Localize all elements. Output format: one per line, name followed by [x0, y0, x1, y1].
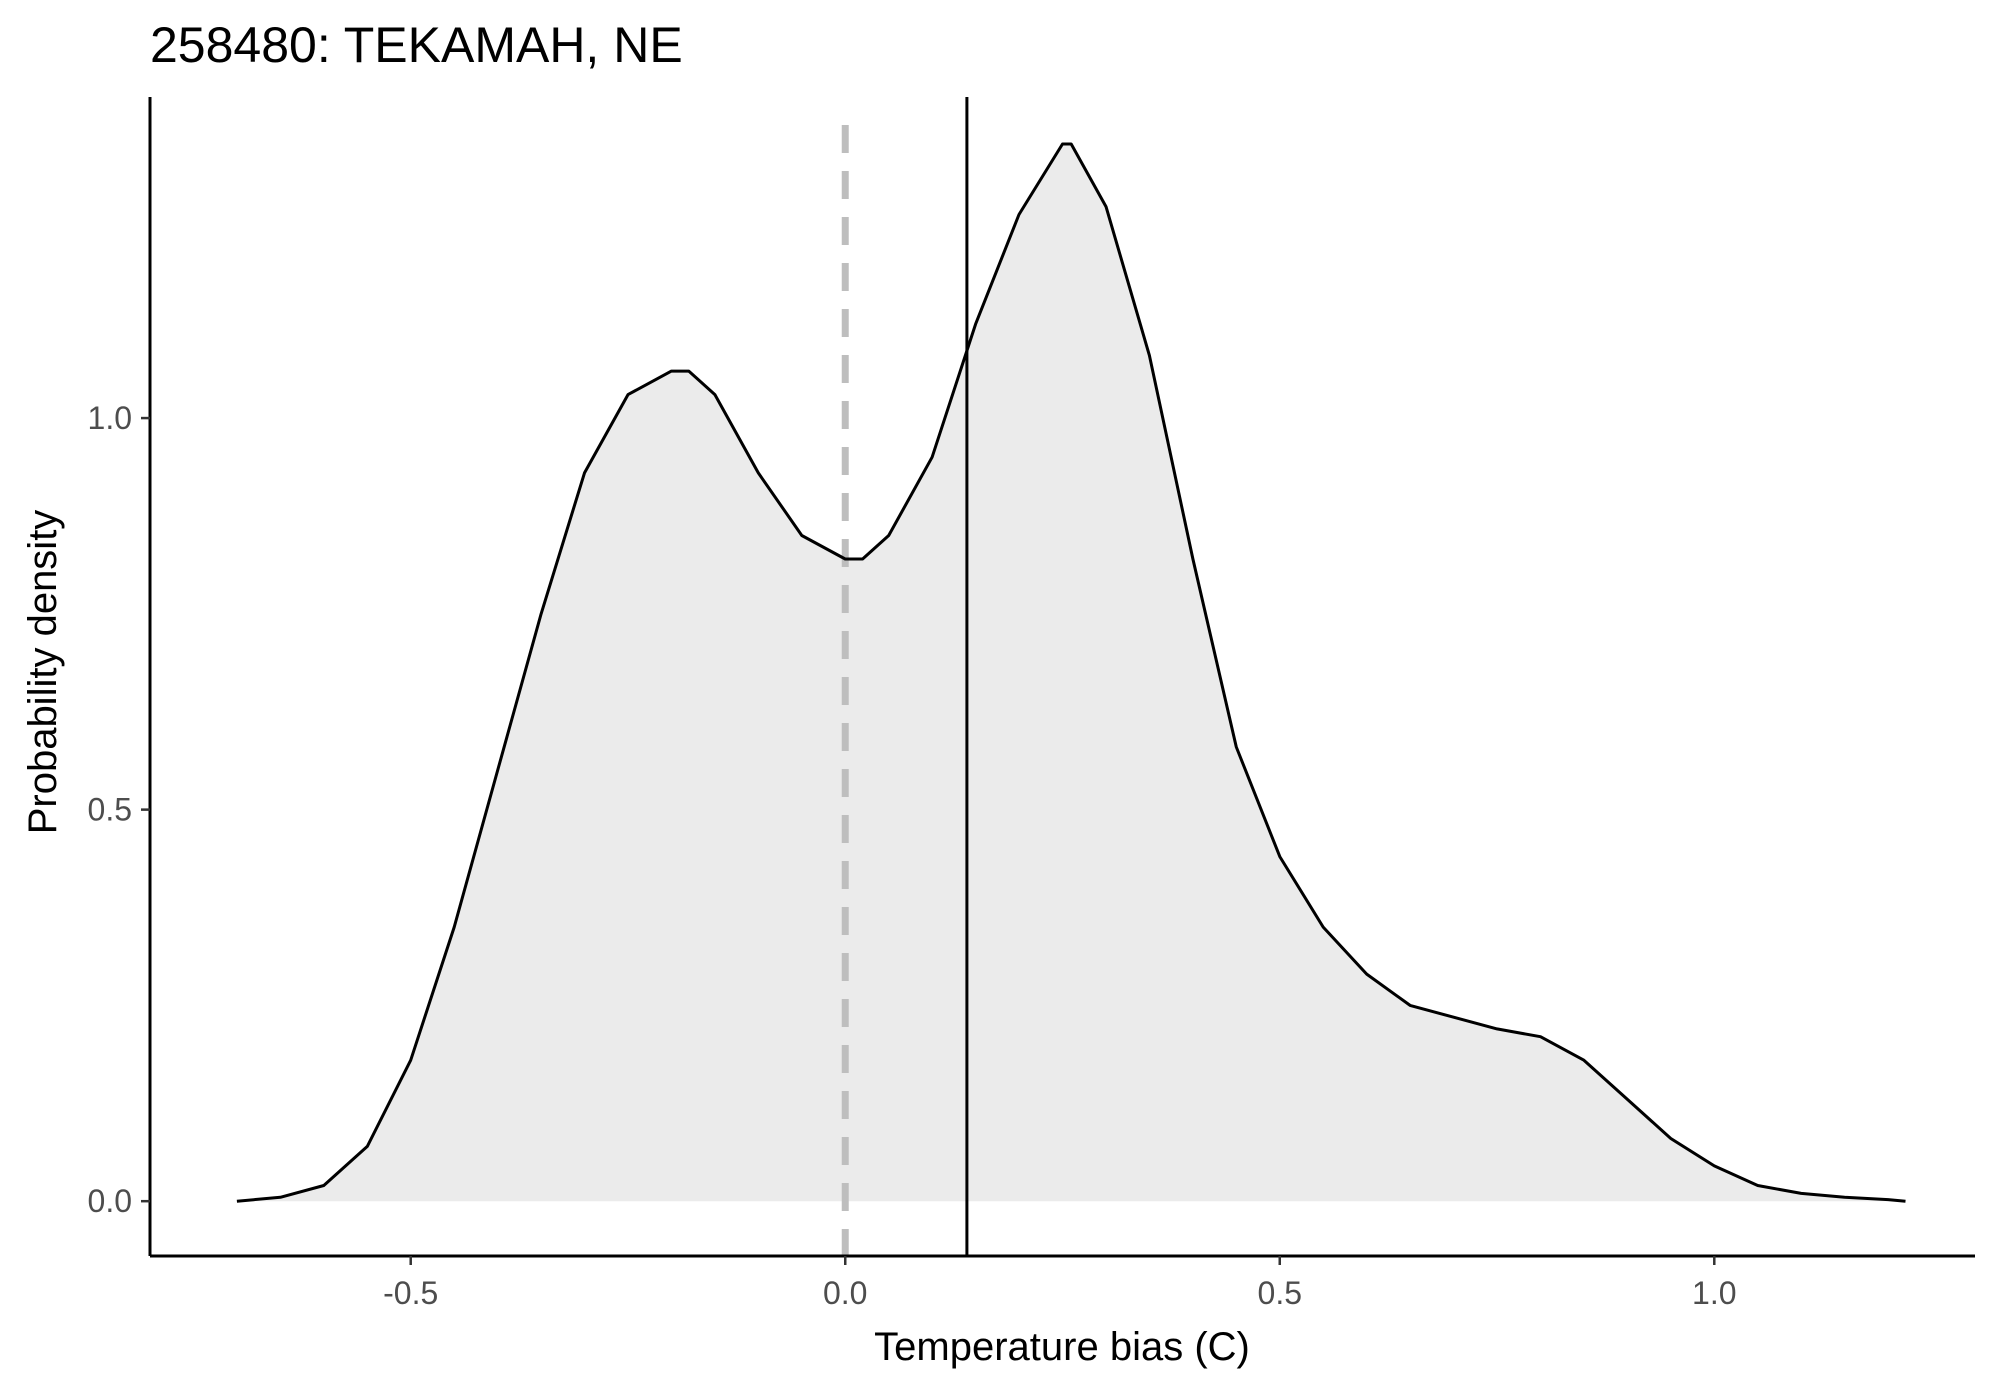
- y-tick-label: 0.0: [88, 1183, 132, 1219]
- density-area-fill: [236, 144, 1906, 1202]
- y-axis-ticks: 0.0 0.5 1.0: [88, 400, 150, 1219]
- y-tick-label: 0.5: [88, 792, 132, 828]
- x-tick-label: -0.5: [383, 1275, 438, 1311]
- x-axis-ticks: -0.5 0.0 0.5 1.0: [383, 1256, 1737, 1311]
- x-tick-label: 0.5: [1258, 1275, 1302, 1311]
- y-axis-title: Probability density: [21, 510, 65, 835]
- x-tick-label: 1.0: [1692, 1275, 1736, 1311]
- chart-title: 258480: TEKAMAH, NE: [150, 17, 683, 73]
- y-tick-label: 1.0: [88, 400, 132, 436]
- plot-area: [236, 97, 1906, 1256]
- density-curve: [236, 142, 1906, 1203]
- x-tick-label: 0.0: [823, 1275, 867, 1311]
- x-axis-title: Temperature bias (C): [874, 1325, 1250, 1369]
